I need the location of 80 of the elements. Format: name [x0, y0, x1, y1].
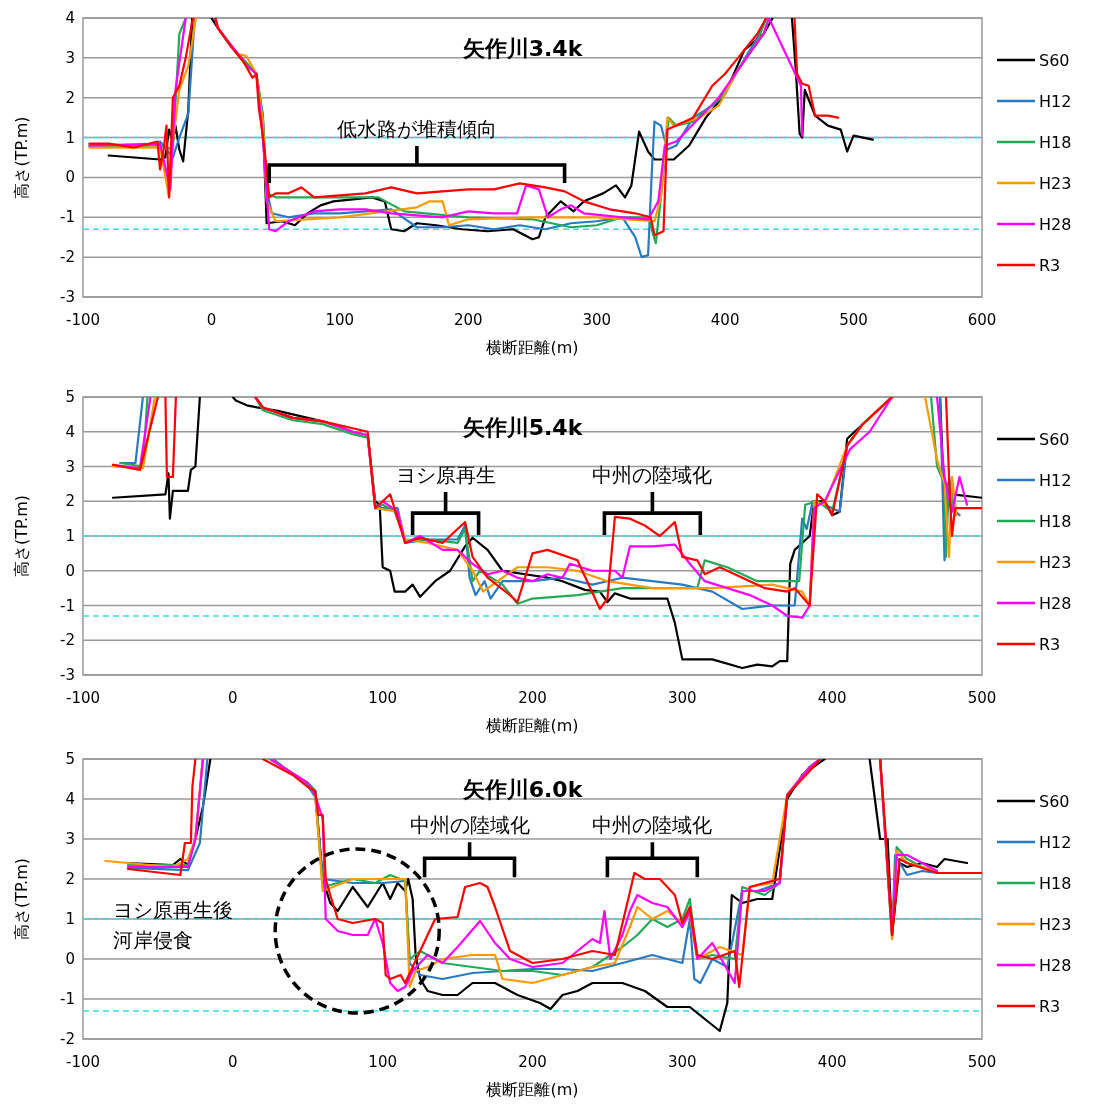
legend-label: S60 [1039, 51, 1070, 70]
y-tick-label: -1 [60, 990, 75, 1008]
y-axis-title: 高さ(TP.m) [12, 116, 31, 199]
x-tick-label: 500 [967, 1053, 997, 1071]
legend-label: H23 [1039, 915, 1072, 934]
text: 矢作川5.4k [461, 415, 584, 440]
x-tick-label: 300 [668, 689, 697, 707]
legend-label: H12 [1039, 92, 1072, 111]
x-tick-label: 100 [325, 311, 355, 329]
x-tick-label: -100 [65, 311, 101, 329]
annotation: 中州の陸域化 [409, 813, 530, 838]
y-tick-label: -2 [60, 248, 75, 267]
y-tick-label: 1 [65, 128, 75, 147]
x-tick-label: 200 [518, 689, 547, 707]
y-tick-label: 0 [65, 561, 75, 580]
legend-label: S60 [1039, 430, 1070, 449]
annotation: ヨシ原再生後河岸侵食 [112, 898, 233, 952]
legend-label: H23 [1039, 174, 1072, 193]
legend-label: R3 [1039, 997, 1061, 1016]
y-tick-label: 2 [65, 492, 75, 511]
x-tick-label: 500 [839, 311, 868, 329]
x-axis-title: 横断距離(m) [486, 716, 579, 735]
x-tick-label: 0 [206, 311, 217, 329]
x-tick-label: 0 [228, 689, 238, 707]
annotation: 中州の陸域化 [592, 813, 713, 838]
y-tick-label: 2 [65, 88, 75, 107]
x-tick-label: 400 [817, 689, 847, 707]
text: 矢作川6.0k [461, 777, 584, 802]
y-tick-label: -2 [60, 631, 75, 650]
y-tick-label: 3 [65, 457, 75, 476]
legend-label: R3 [1039, 256, 1061, 275]
x-tick-label: 0 [228, 1053, 238, 1071]
y-tick-label: -1 [60, 208, 75, 227]
y-tick-label: 5 [65, 750, 75, 768]
x-tick-label: 300 [668, 1053, 697, 1071]
y-tick-label: 1 [65, 910, 75, 928]
x-tick-label: 200 [453, 311, 483, 329]
legend-label: H28 [1039, 956, 1072, 975]
y-tick-label: 2 [65, 870, 75, 888]
x-axis-title: 横断距離(m) [486, 338, 579, 357]
legend-label: H18 [1039, 133, 1072, 152]
annotation: 中州の陸域化 [592, 463, 713, 488]
legend-label: H18 [1039, 512, 1072, 531]
x-axis-title: 横断距離(m) [486, 1080, 579, 1099]
y-tick-label: 5 [65, 388, 75, 406]
x-tick-label: 500 [967, 689, 997, 707]
legend-label: S60 [1039, 792, 1070, 811]
y-tick-label: 0 [65, 168, 75, 187]
text: 矢作川3.4k [461, 36, 584, 61]
x-tick-label: 200 [518, 1053, 547, 1071]
y-tick-label: -3 [60, 666, 75, 684]
legend-label: H12 [1039, 833, 1072, 852]
y-tick-label: 4 [65, 9, 75, 27]
x-tick-label: 400 [710, 311, 740, 329]
legend-label: H23 [1039, 553, 1072, 572]
legend-label: H12 [1039, 471, 1072, 490]
legend-label: R3 [1039, 635, 1061, 654]
y-tick-label: -2 [60, 1030, 75, 1048]
legend-label: H18 [1039, 874, 1072, 893]
y-tick-label: 0 [65, 950, 75, 968]
y-tick-label: 4 [65, 422, 75, 441]
annotation: 低水路が堆積傾向 [336, 116, 497, 141]
y-axis-title: 高さ(TP.m) [12, 494, 31, 578]
y-tick-label: 3 [65, 830, 75, 848]
annotation: ヨシ原再生 [395, 463, 496, 488]
x-tick-label: 600 [967, 311, 997, 329]
y-tick-label: -1 [60, 596, 75, 615]
y-tick-label: 1 [65, 527, 75, 545]
y-tick-label: 4 [65, 790, 75, 808]
x-tick-label: -100 [65, 1053, 101, 1071]
y-tick-label: -3 [60, 288, 75, 306]
legend-label: H28 [1039, 594, 1072, 613]
legend-label: H28 [1039, 215, 1072, 234]
x-tick-label: 100 [368, 689, 397, 707]
y-tick-label: 3 [65, 48, 75, 67]
x-tick-label: 300 [582, 311, 612, 329]
x-tick-label: 100 [368, 1053, 397, 1071]
x-tick-label: -100 [65, 689, 101, 707]
x-tick-label: 400 [817, 1053, 847, 1071]
y-axis-title: 高さ(TP.m) [12, 857, 31, 941]
